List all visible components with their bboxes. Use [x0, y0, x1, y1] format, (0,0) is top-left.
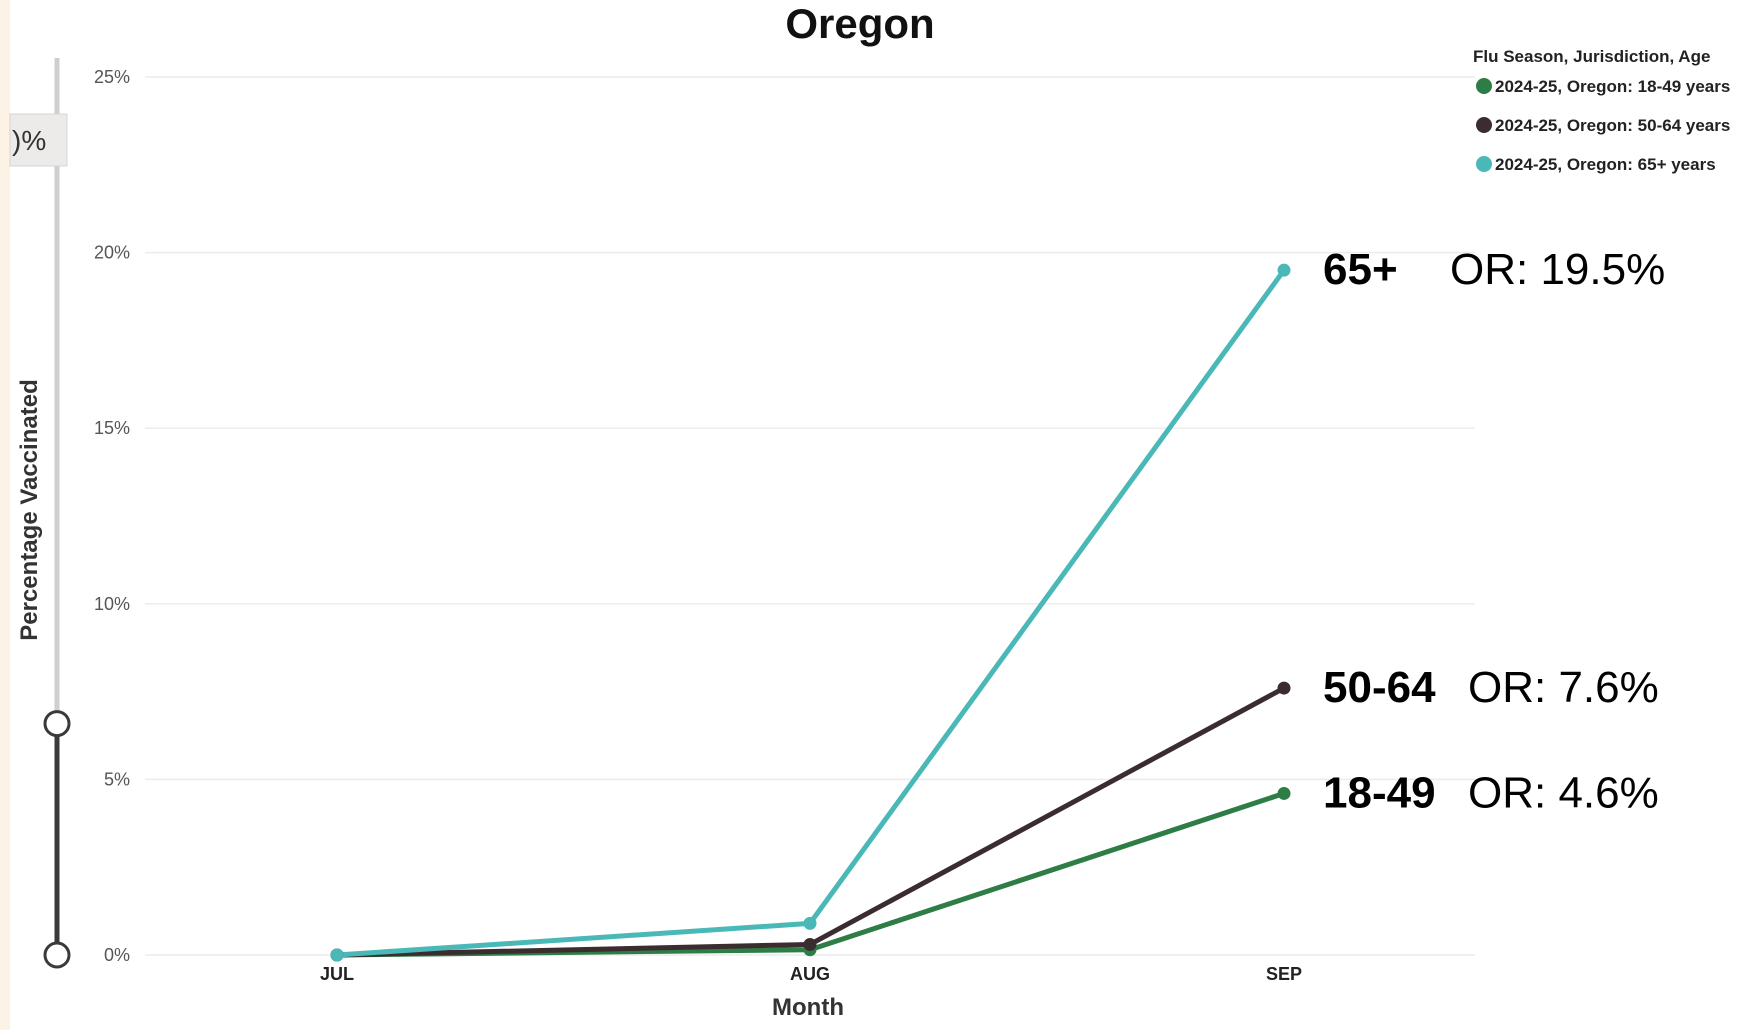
gridlines: [145, 76, 1475, 956]
x-tick-label: SEP: [1266, 964, 1302, 984]
data-point: [330, 948, 344, 962]
y-tick-label: 0%: [104, 945, 130, 965]
y-tick-label: 25%: [94, 67, 130, 87]
x-axis-ticks: JUL AUG SEP: [320, 964, 1302, 984]
y-axis-title: Percentage Vaccinated: [16, 379, 43, 640]
y-axis-ticks: 0% 5% 10% 15% 20% 25%: [94, 67, 130, 965]
legend-swatch: [1476, 156, 1492, 172]
annotations: 65+ OR: 19.5% 50-64 OR: 7.6% 18-49 OR: 4.6%: [1323, 245, 1665, 817]
y-tick-label: 10%: [94, 594, 130, 614]
data-point: [803, 937, 817, 951]
legend-swatch: [1476, 78, 1492, 94]
series-lines: [336, 268, 1287, 958]
y-tick-label: 5%: [104, 769, 130, 789]
annotation-value: OR: 19.5%: [1450, 245, 1665, 294]
annotation-value: OR: 7.6%: [1468, 663, 1659, 712]
legend-swatch: [1476, 117, 1492, 133]
annotation-age: 18-49: [1323, 768, 1436, 817]
slider-high-handle[interactable]: [43, 710, 71, 738]
x-tick-label: AUG: [790, 964, 830, 984]
slider-value-tooltip: )%: [9, 113, 68, 167]
data-point: [1277, 263, 1291, 277]
annotation-age: 65+: [1323, 245, 1398, 294]
data-point: [1277, 681, 1291, 695]
annotation-value: OR: 4.6%: [1468, 768, 1659, 817]
data-point: [1277, 786, 1291, 800]
legend-entry: 2024-25, Oregon: 18-49 years: [1495, 77, 1730, 96]
legend-entry: 2024-25, Oregon: 65+ years: [1495, 155, 1716, 174]
slider-value-label: )%: [12, 125, 46, 156]
x-tick-label: JUL: [320, 964, 354, 984]
series-line: [336, 685, 1286, 958]
series-line: [336, 268, 1287, 958]
chart-title: Oregon: [785, 0, 934, 47]
legend-title: Flu Season, Jurisdiction, Age: [1473, 47, 1710, 66]
x-axis-title: Month: [772, 994, 844, 1021]
series-line: [336, 791, 1285, 958]
legend-entry: 2024-25, Oregon: 50-64 years: [1495, 116, 1730, 135]
y-tick-label: 15%: [94, 418, 130, 438]
legend: Flu Season, Jurisdiction, Age 2024-25, O…: [1473, 47, 1730, 174]
y-tick-label: 20%: [94, 243, 130, 263]
annotation-age: 50-64: [1323, 663, 1436, 712]
slider-low-handle[interactable]: [43, 941, 71, 969]
left-edge-strip: [0, 0, 10, 1030]
data-point: [803, 916, 817, 930]
range-slider[interactable]: [43, 58, 71, 969]
series-points: [330, 263, 1291, 962]
